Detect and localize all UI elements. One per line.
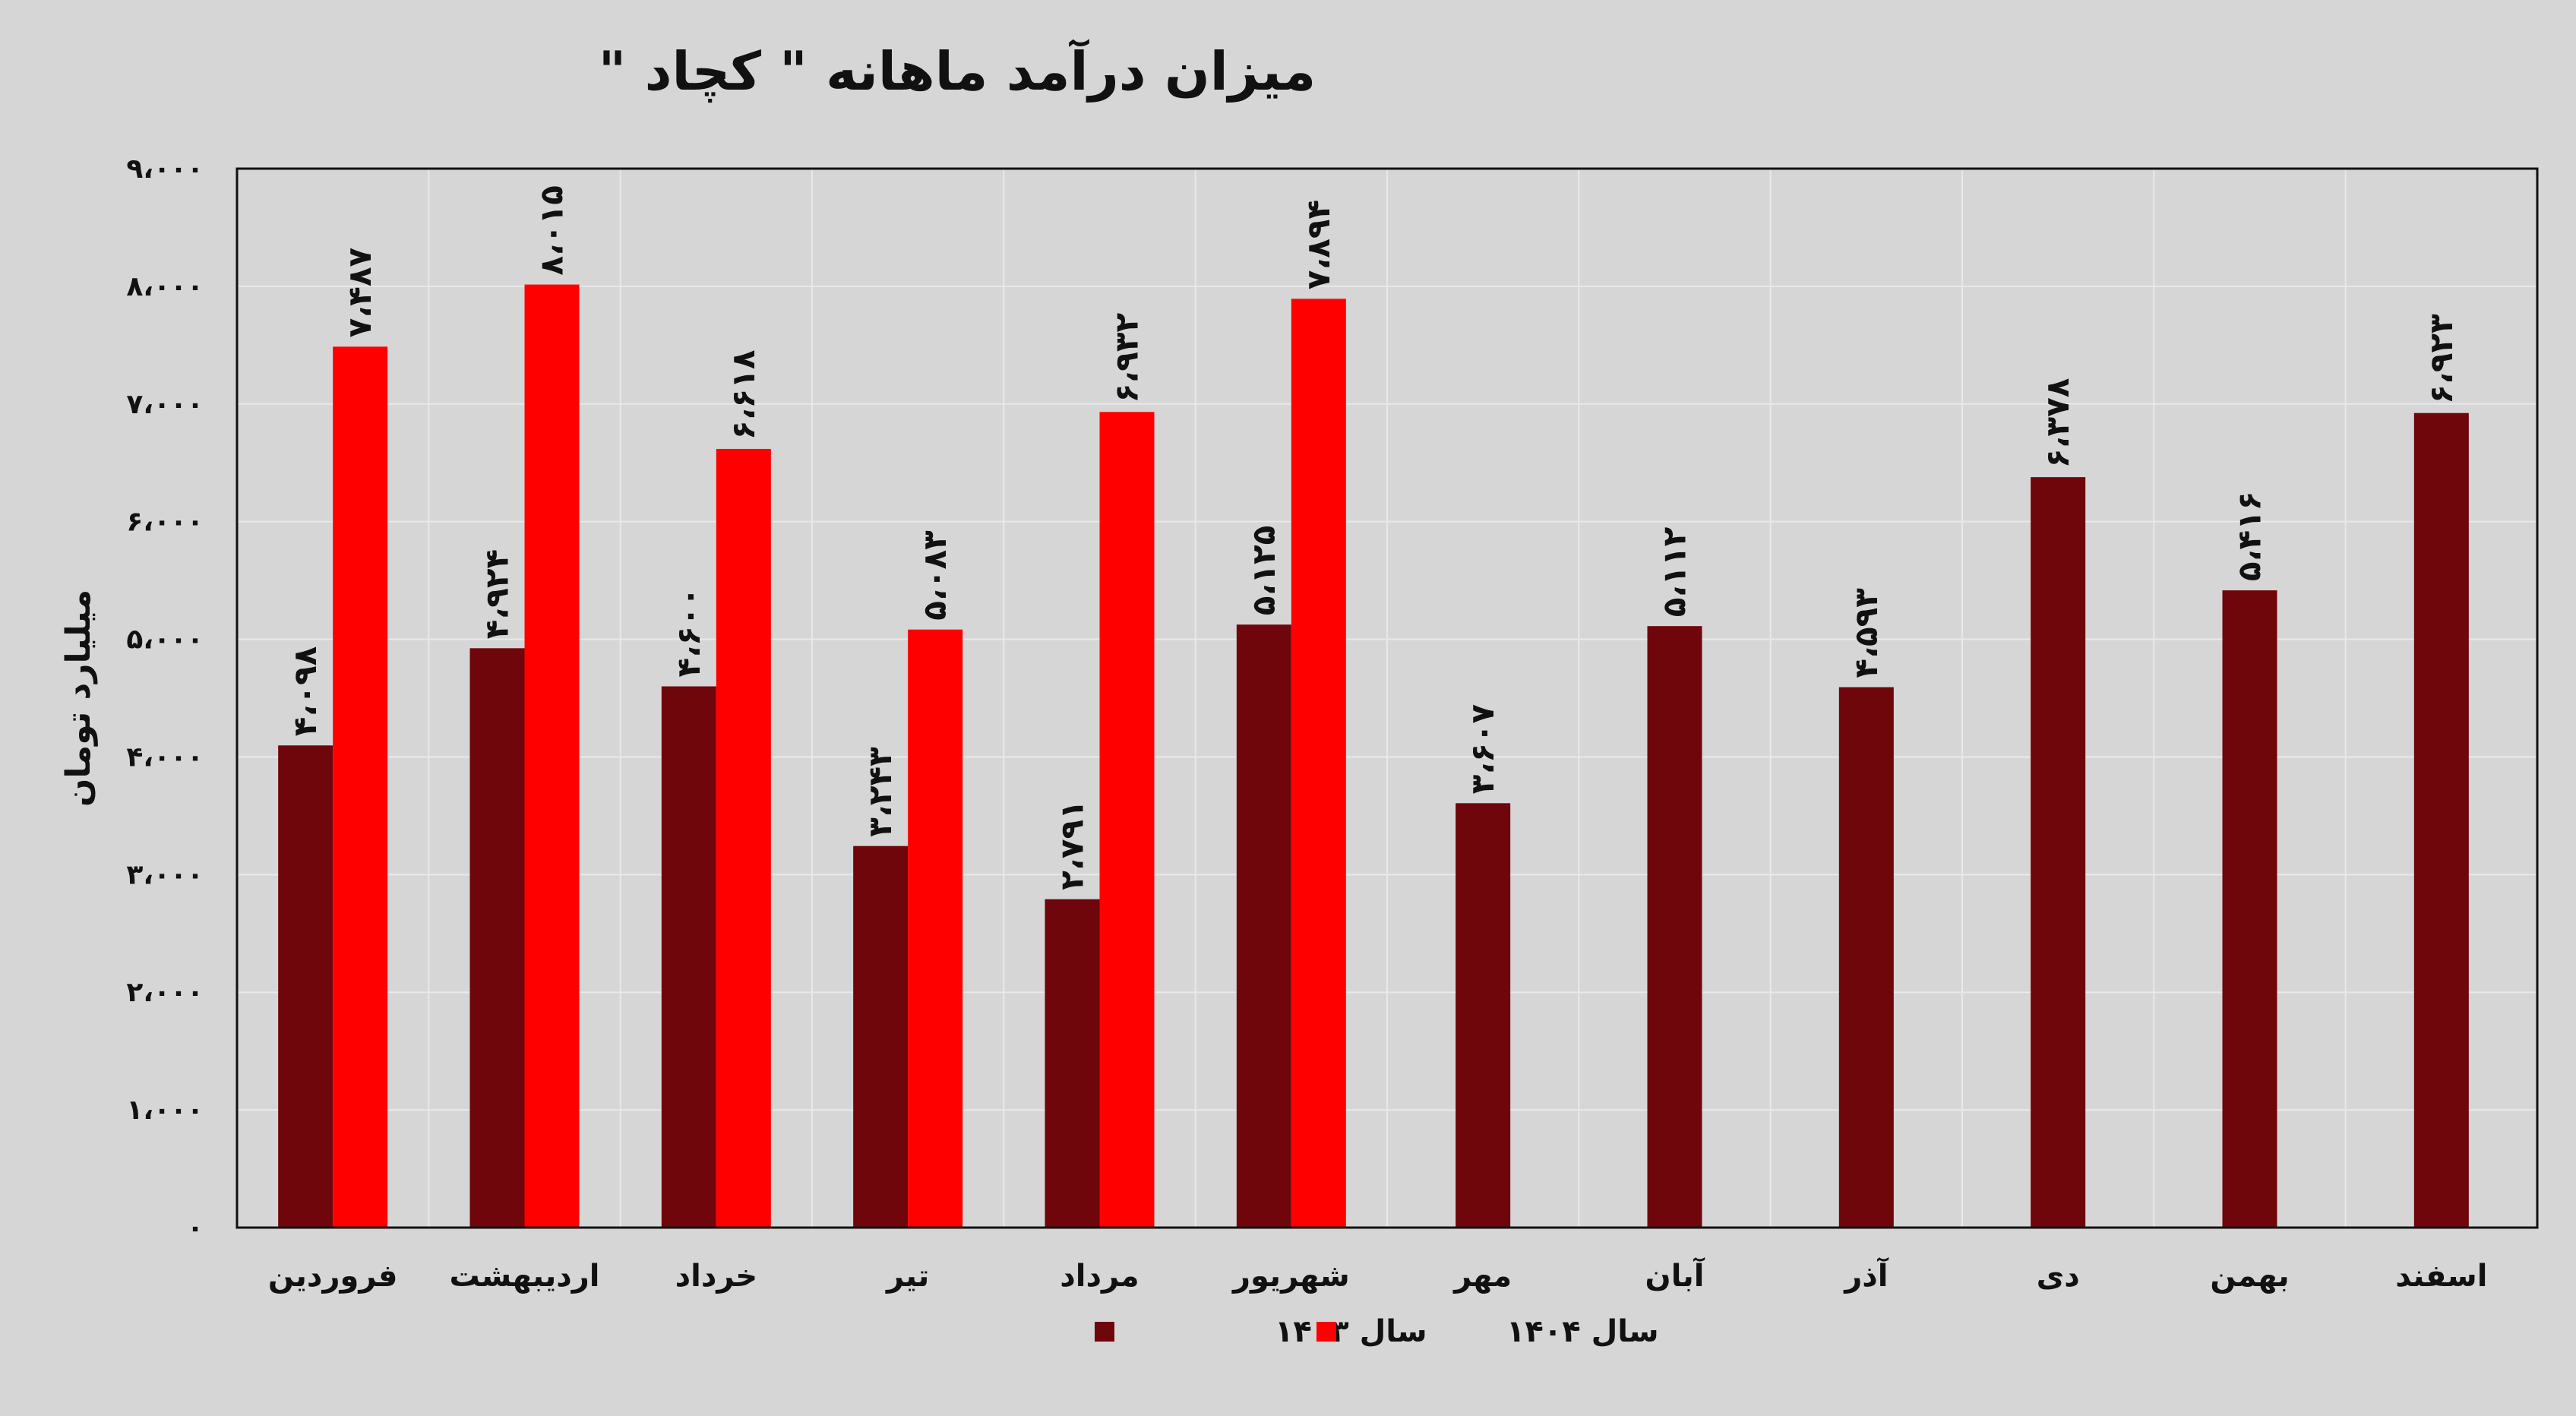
legend[interactable]: سال ۱۴۰۳ سال ۱۴۰۴ [1095,1314,1659,1349]
x-tick-label: بهمن [2210,1259,2289,1294]
gridlines [237,168,2537,1228]
y-tick-label: ۸،۰۰۰ [126,271,204,302]
data-label: ۶،۹۳۲ [1108,312,1146,403]
y-tick-label: ۹،۰۰۰ [126,153,204,185]
bar-1403 [1647,626,1702,1228]
data-label: ۶،۳۷۸ [2039,378,2076,468]
data-label: ۴،۰۹۸ [286,646,324,736]
legend-item-1403[interactable]: سال ۱۴۰۳ [1095,1314,1427,1349]
data-label: ۲،۷۹۱ [1054,800,1091,890]
x-tick-label: مرداد [1060,1259,1139,1294]
y-tick-label: ۵،۰۰۰ [126,624,204,656]
y-tick-label: ۷،۰۰۰ [126,389,204,420]
bar-1404 [716,448,771,1228]
bar-1403 [661,686,716,1228]
bar-1403 [1838,687,1894,1228]
x-tick-label: اردیبهشت [449,1259,599,1294]
bar-1403 [1045,899,1100,1228]
bar-1403 [2413,412,2469,1228]
x-axis-categories: فروردین اردیبهشت خرداد تیر مرداد شهریور مهر آبا… [268,1256,2488,1294]
bar-1403 [2222,590,2277,1228]
y-tick-label: ۱،۰۰۰ [126,1095,204,1126]
x-tick-label: مهر [1452,1259,1512,1294]
data-label: ۴،۶۰۰ [670,587,707,678]
bar-1404 [333,346,388,1228]
data-label: ۵،۰۸۳ [916,530,953,621]
data-label: ۵،۱۲۵ [1245,526,1282,616]
legend-swatch [1316,1322,1336,1342]
y-tick-label: ۶،۰۰۰ [126,507,204,538]
bars [278,284,2469,1228]
y-axis-label: میلیارد تومان [59,589,98,807]
data-label: ۳،۶۰۷ [1464,703,1501,794]
legend-swatch [1095,1322,1114,1342]
legend-label: سال ۱۴۰۳ [1275,1314,1427,1349]
data-label: ۷،۴۸۷ [341,247,378,337]
y-tick-label: ۳،۰۰۰ [126,859,204,890]
x-tick-label: آبان [1645,1256,1705,1294]
x-tick-label: فروردین [268,1259,398,1294]
bar-1403 [2031,477,2086,1228]
chart-title: میزان درآمد ماهانه " کچاد " [599,39,1316,103]
x-tick-label: آذر [1843,1256,1889,1294]
data-label: ۷،۸۹۴ [1300,200,1337,290]
data-labels: ۴،۰۹۸ ۷،۴۸۷ ۴،۹۲۴ ۸،۰۱۵ ۴،۶۰۰ ۶،۶۱۸ ۳،۲۴۳ ۵،۰۸۳… [286,185,2460,890]
bar-1404 [524,284,580,1228]
data-label: ۸،۰۱۵ [533,185,571,276]
bar-1403 [278,745,333,1228]
x-tick-label: تیر [885,1259,929,1294]
data-label: ۴،۹۲۴ [479,549,516,640]
bar-1403 [469,648,525,1228]
data-label: ۶،۶۱۸ [725,349,762,440]
legend-item-1404[interactable]: سال ۱۴۰۴ [1316,1314,1659,1349]
x-tick-label: دی [2037,1259,2080,1294]
x-tick-label: خرداد [675,1259,757,1294]
bar-1404 [908,629,963,1228]
y-tick-label: ۰ [187,1212,204,1244]
data-label: ۵،۴۱۶ [2231,491,2268,582]
data-label: ۴،۵۹۳ [1847,588,1885,678]
data-label: ۳،۲۴۳ [861,747,899,837]
data-label: ۶،۹۲۳ [2423,314,2460,404]
bar-1404 [1099,412,1155,1228]
y-tick-label: ۲،۰۰۰ [126,977,204,1008]
plot-area-frame [235,167,2539,1229]
bar-1403 [1456,803,1511,1228]
legend-label: سال ۱۴۰۴ [1506,1314,1659,1349]
data-label: ۵،۱۱۲ [1656,526,1693,617]
x-tick-label: اسفند [2395,1259,2487,1294]
bar-1403 [853,845,909,1228]
bar-1403 [1236,624,1291,1228]
bar-1404 [1291,299,1346,1228]
y-tick-label: ۴،۰۰۰ [126,741,204,773]
x-tick-label: شهریور [1231,1259,1350,1294]
y-axis-ticks: ۰ ۱،۰۰۰ ۲،۰۰۰ ۳،۰۰۰ ۴،۰۰۰ ۵،۰۰۰ ۶،۰۰۰ ۷،۰۰۰ ۸،۰۰… [126,153,204,1244]
